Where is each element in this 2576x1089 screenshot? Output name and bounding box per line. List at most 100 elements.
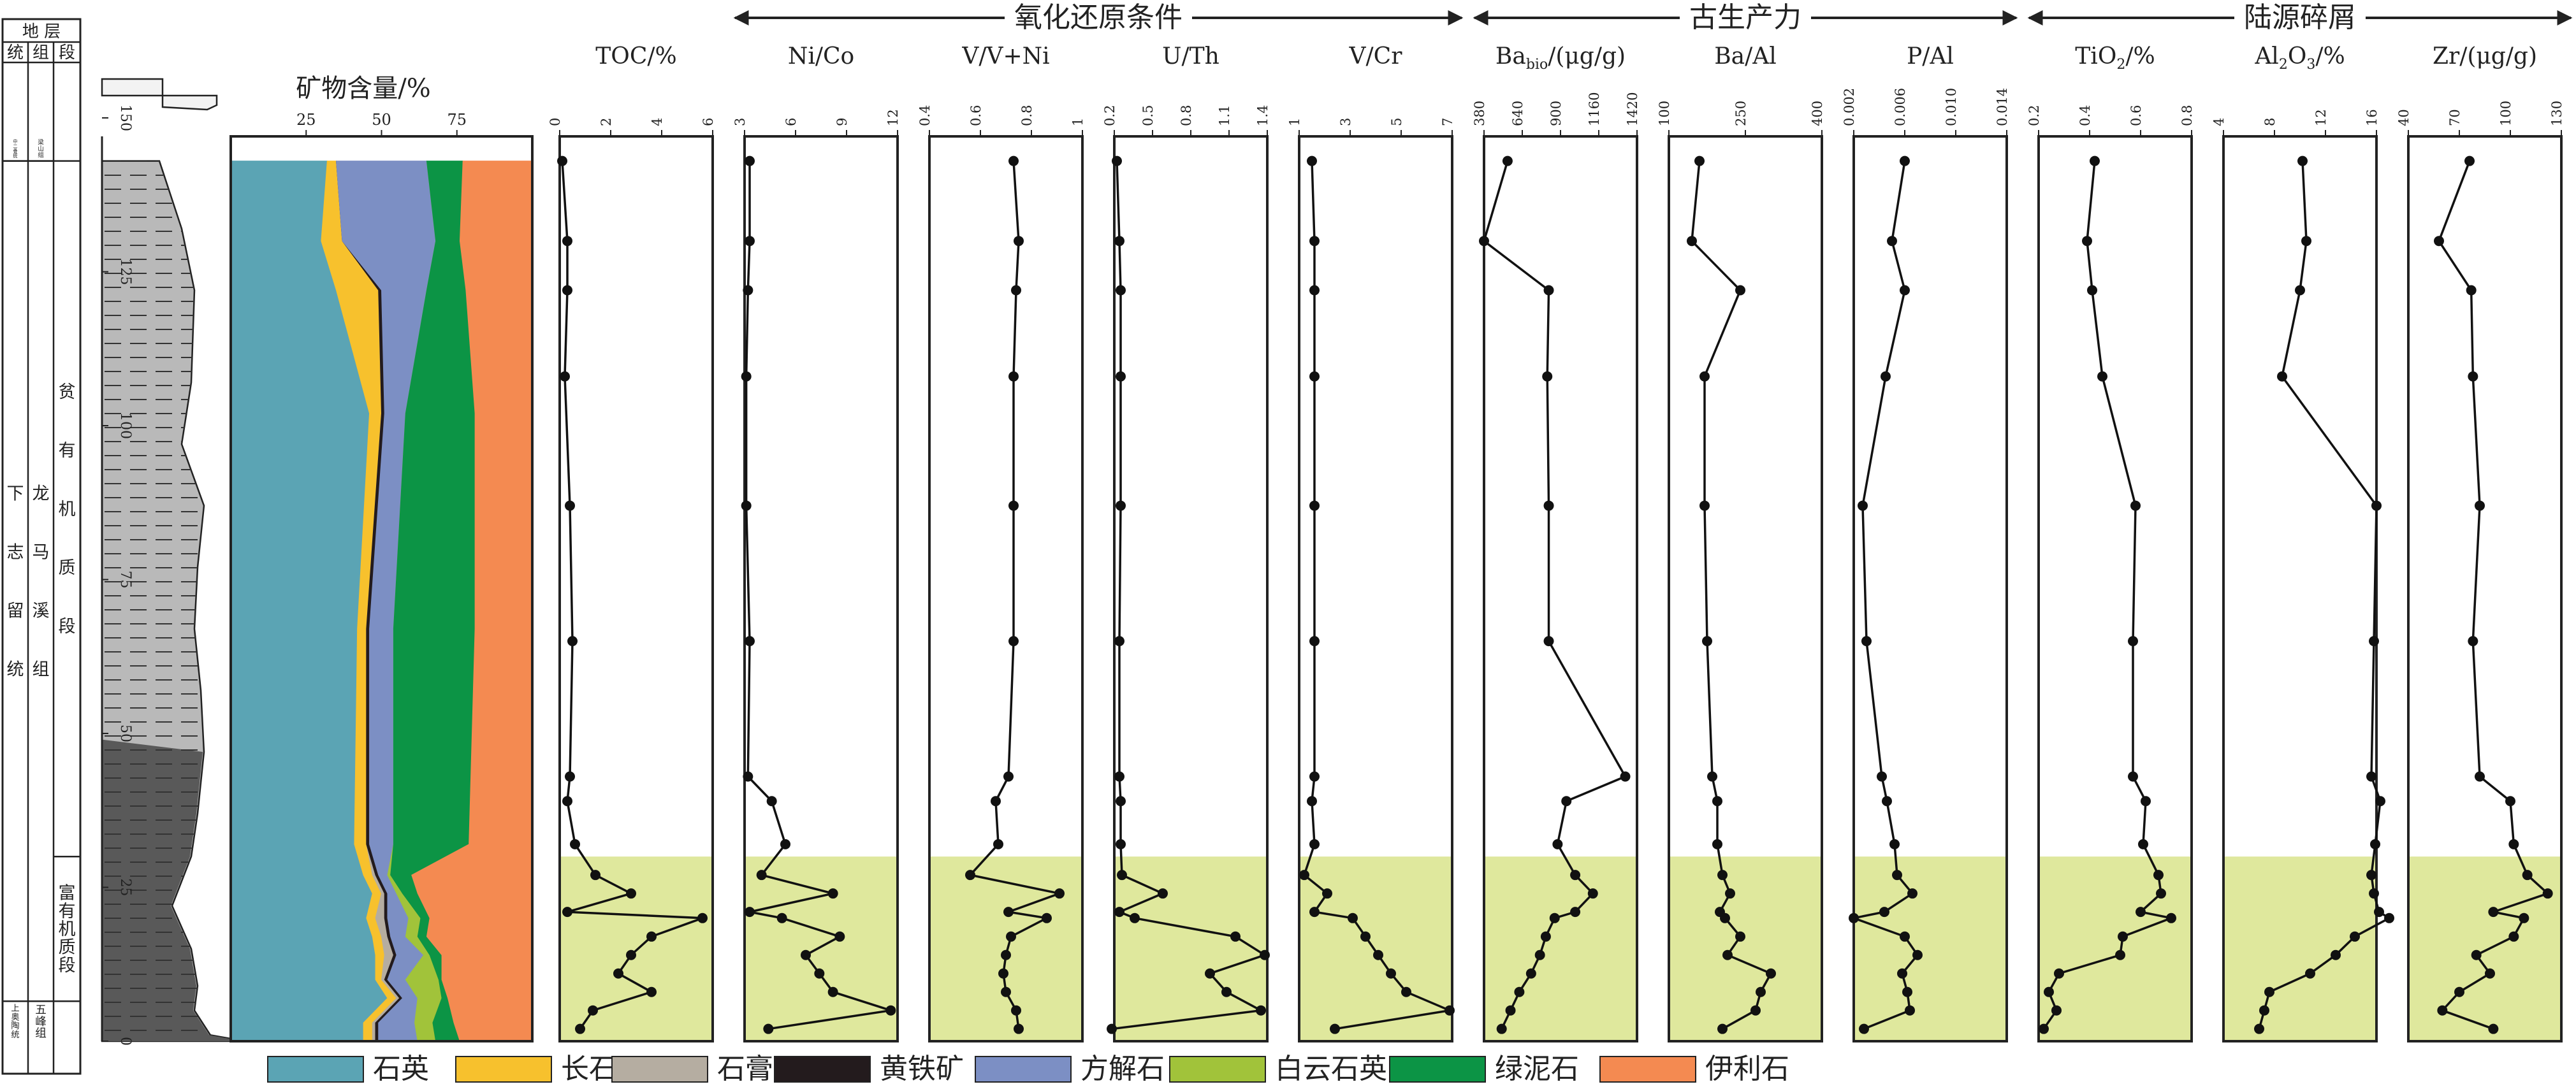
legend-swatch	[1599, 1056, 1696, 1083]
profile-point	[965, 870, 975, 881]
organic-rich-highlight	[1669, 856, 1822, 1041]
legend-label: 石膏	[717, 1053, 773, 1085]
profile-point	[2350, 931, 2360, 942]
profile-point	[1116, 796, 1126, 807]
profile-point	[2519, 912, 2529, 923]
profile-point	[814, 968, 825, 979]
profile-point	[1570, 870, 1581, 881]
strat-col-member: 段	[59, 43, 75, 62]
profile-point	[1309, 500, 1320, 511]
profile-point	[1587, 888, 1598, 899]
profile-point	[2166, 912, 2176, 923]
panel-tick-label: 0.006	[1893, 88, 1908, 126]
organic-rich-highlight	[2223, 856, 2376, 1041]
legend-label: 绿泥石	[1495, 1053, 1579, 1085]
profile-point	[1479, 236, 1489, 247]
profile-point	[1116, 371, 1126, 382]
profile-point	[1889, 839, 1900, 849]
group-label: 氧化还原条件	[1014, 1, 1182, 34]
profile-point	[2090, 155, 2100, 166]
legend-label: 石英	[373, 1053, 429, 1085]
panel-title: Al2O3/%	[2254, 43, 2345, 73]
profile-point	[562, 796, 572, 807]
legend-swatch	[1389, 1056, 1486, 1083]
profile-point	[1882, 796, 1892, 807]
panel-tick-label: 1	[1070, 118, 1086, 126]
organic-rich-highlight	[560, 856, 713, 1041]
profile-point	[1900, 931, 1910, 942]
profile-point	[2369, 888, 2379, 899]
strat-member-label: 贫有机质段	[59, 382, 76, 637]
panel-tick-label: 380	[1472, 101, 1487, 126]
profile-point	[2264, 986, 2274, 997]
profile-point	[1534, 949, 1545, 960]
profile-point	[2508, 931, 2519, 942]
profile-point	[1514, 986, 1525, 997]
strat-serie-label: 上奥陶统	[11, 1003, 19, 1040]
panel-title: Babio/(μg/g)	[1495, 43, 1626, 73]
profile-point	[1348, 912, 1358, 923]
profile-point	[1897, 968, 1907, 979]
organic-rich-highlight	[1854, 856, 2007, 1041]
panel-frame	[1852, 135, 2008, 1042]
profile-point	[2488, 907, 2499, 918]
profile-point	[1552, 839, 1563, 849]
panel-tick-label: 0.6	[2128, 105, 2144, 126]
panel-tick-label: 1160	[1587, 92, 1602, 126]
profile-panel: V/V+Ni 0.4 0.6 0.8 1	[917, 43, 1086, 1042]
profile-point	[1309, 285, 1320, 296]
profile-point	[1001, 949, 1011, 960]
profile-point	[991, 796, 1001, 807]
strat-formation-label: 龙马溪组	[33, 484, 50, 679]
profile-point	[2054, 968, 2064, 979]
profile-point	[885, 1005, 896, 1016]
panel-tick-label: 0.5	[1140, 105, 1156, 126]
panel-title: P/Al	[1907, 43, 1954, 69]
profile-point	[1112, 155, 1122, 166]
profile-point	[1712, 796, 1722, 807]
profile-point	[1116, 839, 1126, 849]
profile-point	[1309, 236, 1320, 247]
profile-point	[1561, 796, 1572, 807]
panel-tick-label: 0.4	[2078, 105, 2093, 126]
profile-point	[2488, 1023, 2499, 1034]
panel-tick-label: 12	[885, 109, 901, 126]
profile-point	[626, 949, 636, 960]
profile-point	[1766, 968, 1776, 979]
profile-point	[766, 796, 777, 807]
profile-point	[562, 907, 572, 918]
profile-point	[2115, 949, 2125, 960]
panel-tick-label: 9	[834, 118, 850, 126]
profile-point	[590, 870, 600, 881]
profile-point	[562, 236, 572, 247]
lithology-top-cap	[101, 78, 218, 111]
profile-point	[1042, 912, 1052, 923]
profile-point	[1905, 1005, 1915, 1016]
profile-point	[1054, 888, 1065, 899]
profile-point	[1699, 500, 1710, 511]
profile-point	[1707, 771, 1717, 782]
profile-point	[2087, 285, 2097, 296]
profile-point	[2369, 636, 2379, 647]
profile-point	[743, 771, 753, 782]
panel-frame	[1298, 135, 1453, 1042]
profile-point	[1859, 1023, 1869, 1034]
lithology-bedding	[102, 161, 245, 1042]
panel-frame	[2222, 135, 2378, 1042]
profile-point	[834, 931, 845, 942]
profile-point	[1011, 1005, 1021, 1016]
profile-point	[2277, 371, 2287, 382]
panel-tick-label: 0.8	[2179, 105, 2195, 126]
profile-point	[1360, 931, 1371, 942]
profile-point	[1892, 870, 1902, 881]
panel-tick-label: 0	[548, 118, 563, 126]
profile-point	[1309, 839, 1320, 849]
profile-point	[1881, 371, 1891, 382]
profile-point	[1849, 912, 1859, 923]
panel-title: Ni/Co	[788, 43, 854, 69]
panel-tick-label: 0.010	[1944, 88, 1959, 126]
profile-point	[993, 839, 1003, 849]
strat-member-label: 富有机质段	[59, 883, 76, 975]
profile-point	[2331, 949, 2341, 960]
panel-title: Ba/Al	[1714, 43, 1777, 69]
